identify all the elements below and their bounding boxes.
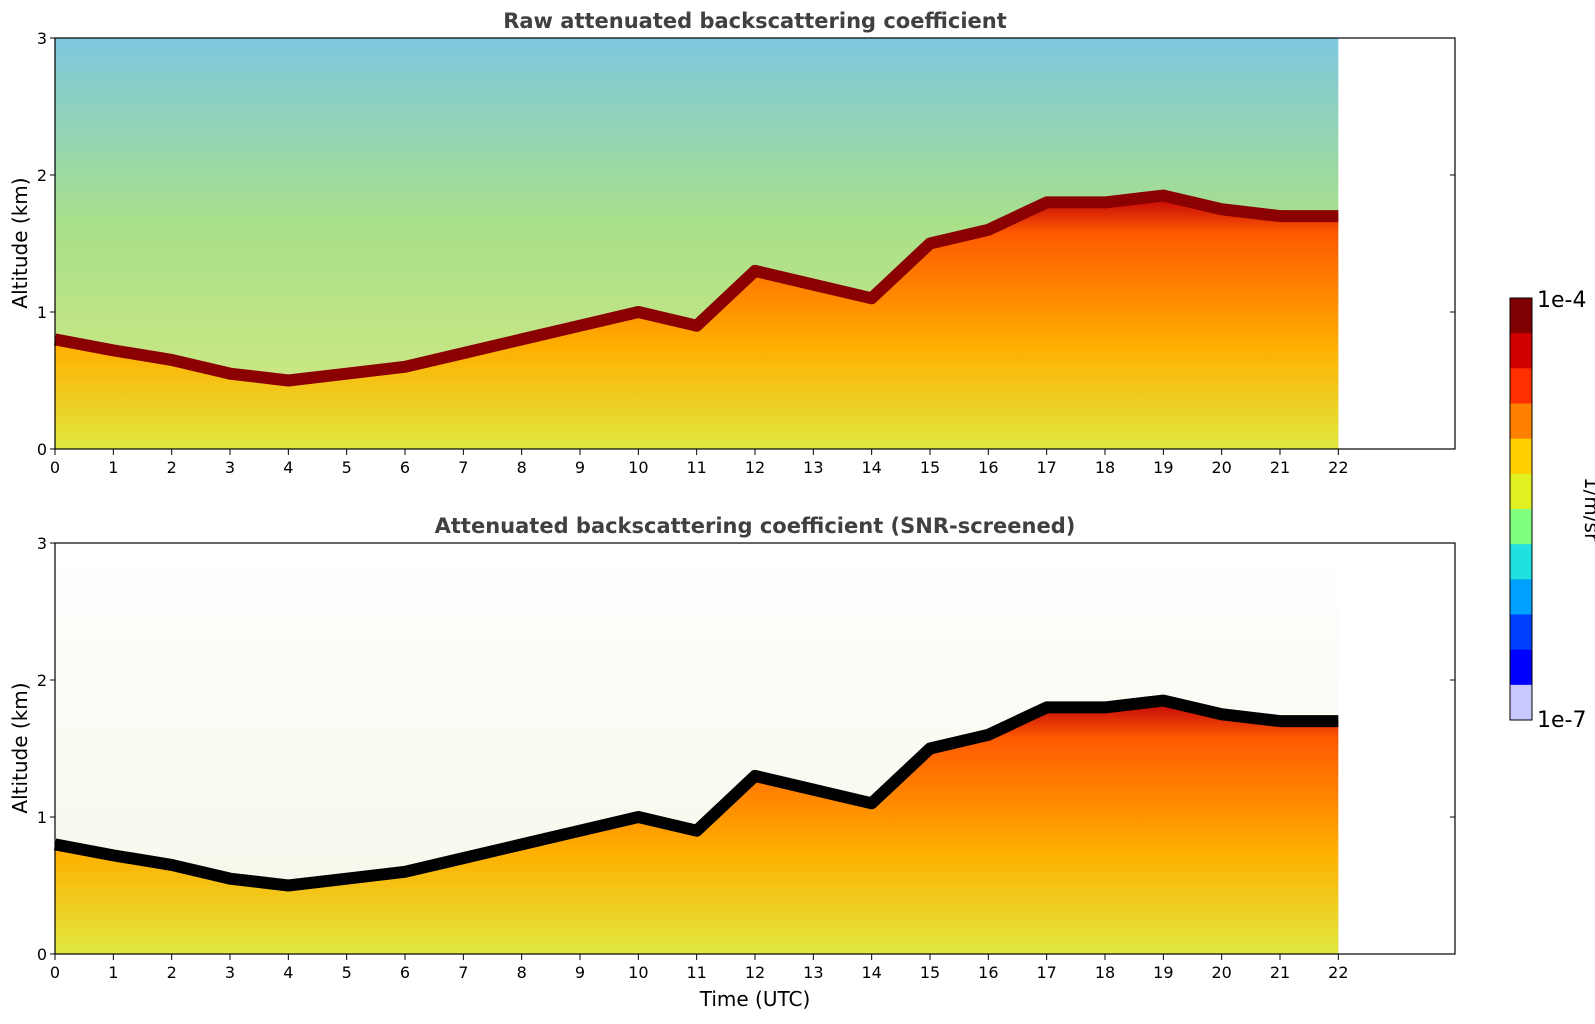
- colorbar-segment: [1510, 544, 1532, 580]
- x-ticks: 0 1 2 3 4 5 6 7 8 9 10 11 12 13 14 15 16 17 18 19 20 21 22: [50, 449, 1349, 477]
- x-tick-label: 0: [50, 963, 60, 982]
- x-tick-label: 2: [167, 458, 177, 477]
- colorbar-segment: [1510, 333, 1532, 369]
- colorbar-segment: [1510, 403, 1532, 440]
- x-tick-label: 4: [283, 458, 293, 477]
- x-tick-label: 1: [108, 963, 118, 982]
- x-tick-label: 7: [458, 458, 468, 477]
- x-tick-label: 18: [1095, 963, 1115, 982]
- x-tick-label: 11: [686, 458, 706, 477]
- x-tick-label: 17: [1036, 963, 1056, 982]
- panel-title: Raw attenuated backscattering coefficien…: [503, 9, 1007, 33]
- snr-screened-panel: Attenuated backscattering coefficient (S…: [8, 514, 1456, 1011]
- colorbar-segment: [1510, 649, 1532, 686]
- x-tick-label: 19: [1153, 963, 1173, 982]
- x-tick-label: 12: [745, 458, 765, 477]
- x-tick-label: 20: [1211, 963, 1231, 982]
- x-tick-label: 8: [517, 963, 527, 982]
- x-tick-label: 5: [342, 458, 352, 477]
- x-tick-label: 22: [1328, 458, 1348, 477]
- panel-title: Attenuated backscattering coefficient (S…: [435, 514, 1076, 538]
- x-axis-label: Time (UTC): [699, 987, 811, 1011]
- boundary-layer-area: [55, 700, 1339, 954]
- y-tick-label: 1: [37, 808, 47, 827]
- x-tick-label: 16: [978, 963, 998, 982]
- x-tick-label: 17: [1036, 458, 1056, 477]
- heatmap-area: [53, 543, 1339, 954]
- x-tick-label: 15: [920, 458, 940, 477]
- x-tick-label: 5: [342, 963, 352, 982]
- y-tick-label: 0: [37, 440, 47, 459]
- y-tick-label: 1: [37, 303, 47, 322]
- colorbar-max-label: 1e-4: [1537, 288, 1586, 313]
- y-tick-label: 3: [37, 534, 47, 553]
- x-tick-label: 10: [628, 963, 648, 982]
- x-tick-label: 1: [108, 458, 118, 477]
- x-tick-label: 16: [978, 458, 998, 477]
- colorbar-segment: [1510, 438, 1532, 475]
- colorbar-scale: [1510, 298, 1532, 721]
- y-axis-label: Altitude (km): [8, 177, 32, 308]
- x-tick-label: 20: [1211, 458, 1231, 477]
- heatmap-area: [53, 38, 1339, 449]
- x-tick-label: 4: [283, 963, 293, 982]
- colorbar-unit-label: 1/m/sr: [1580, 477, 1595, 542]
- x-ticks: 0 1 2 3 4 5 6 7 8 9 10 11 12 13 14 15 16 17 18 19 20 21 22: [50, 954, 1349, 982]
- colorbar-segment: [1510, 684, 1532, 721]
- x-tick-label: 6: [400, 458, 410, 477]
- y-ticks: 0 1 2 3: [37, 534, 1455, 964]
- x-tick-label: 21: [1270, 458, 1290, 477]
- x-tick-label: 12: [745, 963, 765, 982]
- y-axis-label: Altitude (km): [8, 682, 32, 813]
- x-tick-label: 14: [861, 963, 881, 982]
- x-tick-label: 7: [458, 963, 468, 982]
- colorbar-segment: [1510, 579, 1532, 615]
- colorbar-segment: [1510, 614, 1532, 651]
- x-tick-label: 13: [803, 458, 823, 477]
- boundary-layer-top: [53, 694, 1339, 892]
- colorbar-segment: [1510, 368, 1532, 404]
- boundary-layer-top: [53, 189, 1339, 387]
- colorbar-min-label: 1e-7: [1537, 708, 1586, 733]
- y-tick-label: 3: [37, 29, 47, 48]
- y-tick-label: 2: [37, 166, 47, 185]
- y-tick-label: 2: [37, 671, 47, 690]
- colorbar-segment: [1510, 298, 1532, 334]
- colorbar-segment: [1510, 473, 1532, 510]
- x-tick-label: 9: [575, 963, 585, 982]
- raw-backscatter-panel: Raw attenuated backscattering coefficien…: [8, 9, 1456, 477]
- x-tick-label: 0: [50, 458, 60, 477]
- colorbar: 1e-4 1e-7 1/m/sr: [1509, 288, 1595, 733]
- colorbar-frame: [1509, 297, 1533, 721]
- x-tick-label: 14: [861, 458, 881, 477]
- x-tick-label: 21: [1270, 963, 1290, 982]
- x-tick-label: 11: [686, 963, 706, 982]
- x-tick-label: 3: [225, 458, 235, 477]
- x-tick-label: 9: [575, 458, 585, 477]
- x-tick-label: 3: [225, 963, 235, 982]
- x-tick-label: 6: [400, 963, 410, 982]
- colorbar-segment: [1510, 509, 1532, 545]
- x-tick-label: 22: [1328, 963, 1348, 982]
- x-tick-label: 2: [167, 963, 177, 982]
- x-tick-label: 18: [1095, 458, 1115, 477]
- x-tick-label: 10: [628, 458, 648, 477]
- x-tick-label: 13: [803, 963, 823, 982]
- y-ticks: 0 1 2 3: [37, 29, 1455, 459]
- boundary-layer-area: [55, 195, 1339, 449]
- x-tick-label: 19: [1153, 458, 1173, 477]
- y-tick-label: 0: [37, 945, 47, 964]
- x-tick-label: 8: [517, 458, 527, 477]
- x-tick-label: 15: [920, 963, 940, 982]
